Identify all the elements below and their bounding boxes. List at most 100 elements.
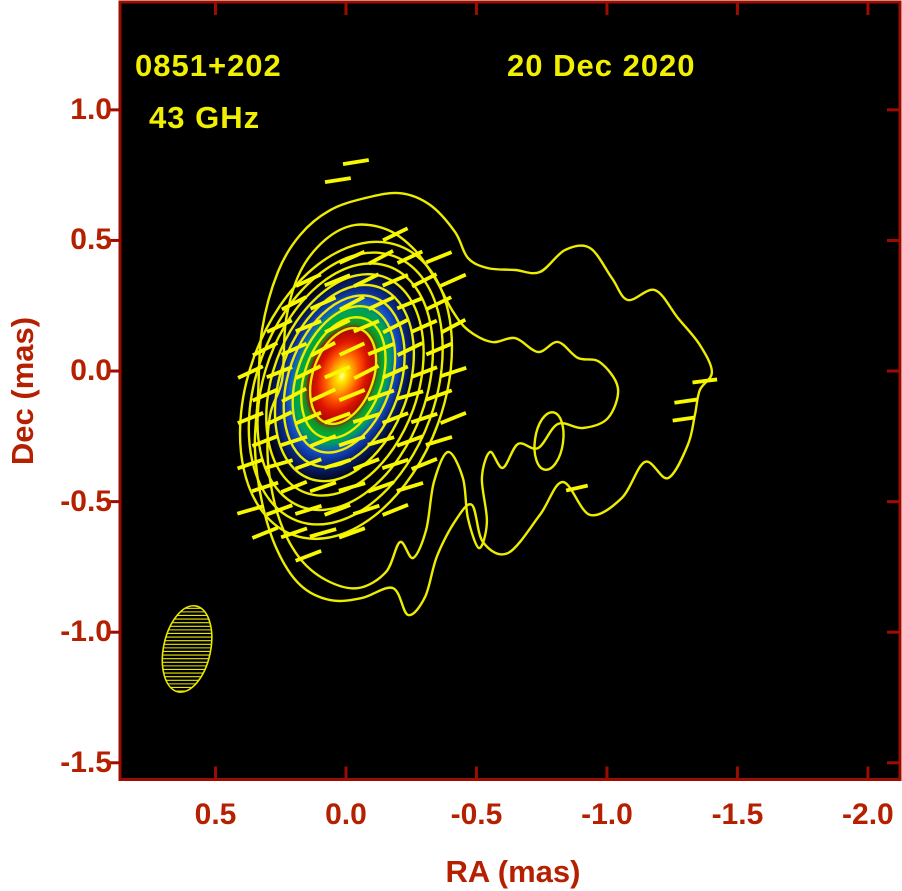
polarization-tick — [396, 249, 424, 265]
polarization-tick — [280, 434, 308, 448]
polarization-tick — [410, 318, 438, 334]
polarization-tick — [396, 341, 424, 357]
polarization-tick — [439, 366, 467, 379]
polarization-tick — [323, 411, 351, 425]
y-tick-label--1.5: -1.5 — [60, 745, 112, 779]
polarization-tick — [280, 295, 308, 312]
polarization-tick — [352, 412, 381, 424]
polarization-tick — [338, 388, 366, 402]
isolated-polarization-tick — [674, 397, 698, 405]
polarization-tick — [309, 387, 337, 403]
polarization-tick — [396, 296, 424, 311]
polarization-tick — [310, 341, 337, 358]
y-axis-title: Dec (mas) — [5, 316, 40, 466]
y-tick-label--0.5: -0.5 — [60, 484, 112, 518]
x-tick-label-0.5: 0.5 — [194, 798, 237, 831]
polarization-tick — [324, 318, 351, 334]
contour-level-1 — [299, 316, 387, 440]
polarization-tick — [338, 341, 366, 357]
x-tick-label--0.5: -0.5 — [450, 798, 503, 831]
polarization-tick — [410, 365, 438, 379]
polarization-tick — [280, 341, 308, 357]
polarization-tick — [266, 410, 293, 426]
polarization-tick — [280, 480, 308, 494]
polarization-tick — [265, 458, 294, 470]
polarization-tick — [382, 226, 409, 243]
polarization-tick — [411, 272, 438, 289]
polarization-tick — [338, 249, 366, 265]
polarization-tick — [382, 364, 409, 380]
x-tick-label--2.0: -2.0 — [842, 798, 894, 831]
x-tick-label--1.0: -1.0 — [581, 798, 633, 831]
polarization-tick — [410, 411, 438, 425]
polarization-tick — [251, 434, 279, 448]
polarization-tick — [440, 318, 467, 335]
isolated-polarization-tick — [692, 377, 718, 385]
polarization-tick — [338, 434, 366, 448]
jet-knot-contour — [533, 411, 565, 471]
polarization-tick — [367, 295, 395, 311]
polarization-tick — [439, 411, 467, 425]
mid-jet-contour — [266, 223, 620, 590]
isolated-polarization-tick — [342, 158, 370, 167]
outer-jet-contour — [253, 191, 714, 617]
polarization-tick — [323, 458, 352, 470]
polarization-tick — [323, 273, 351, 288]
polarization-tick — [396, 434, 424, 448]
axis-frame — [107, 0, 902, 781]
polarization-tick — [295, 410, 322, 426]
polarization-tick — [236, 504, 265, 516]
polarization-tick — [352, 319, 380, 334]
y-tick-label-0.5: 0.5 — [70, 223, 112, 257]
polarization-tick — [353, 364, 380, 381]
x-axis-title: RA (mas) — [445, 854, 581, 889]
frequency-label: 43 GHz — [149, 100, 261, 135]
polarization-tick — [251, 525, 279, 540]
x-tick-label--1.5: -1.5 — [711, 798, 764, 831]
polarization-tick — [381, 457, 409, 470]
polarization-tick — [425, 250, 453, 265]
polarization-tick — [309, 434, 337, 448]
polarization-tick — [294, 549, 322, 563]
contour-level-5 — [265, 272, 425, 497]
beam-outline — [161, 604, 213, 693]
polarization-tick — [381, 411, 409, 425]
polarization-tick — [367, 388, 395, 402]
polarization-ticks — [236, 158, 718, 563]
y-tick-label-1.0: 1.0 — [70, 92, 112, 126]
polarization-tick — [237, 364, 264, 380]
polarization-tick — [295, 364, 322, 380]
polarization-tick — [353, 272, 380, 288]
polarization-tick — [352, 457, 380, 471]
polarization-tick — [425, 342, 453, 357]
y-tick-label-0.0: 0.0 — [70, 354, 112, 388]
polarization-tick — [252, 341, 279, 358]
polarization-tick — [265, 503, 293, 517]
polarization-tick — [425, 295, 453, 311]
polarization-tick — [381, 273, 409, 288]
polarization-tick — [382, 318, 409, 335]
polarization-tick — [425, 435, 453, 447]
contour-level-3 — [282, 294, 406, 469]
polarization-tick — [324, 364, 351, 380]
y-tick-label--1.0: -1.0 — [60, 615, 112, 649]
polarization-tick — [381, 502, 409, 517]
polarization-tick — [338, 526, 366, 540]
polarization-tick — [294, 457, 322, 471]
contour-level-6 — [256, 262, 435, 512]
polarization-tick — [266, 318, 293, 334]
polarization-tick — [295, 272, 322, 288]
polarization-tick — [266, 365, 293, 379]
polarization-tick — [396, 481, 424, 493]
polarization-tick — [251, 480, 279, 493]
isolated-polarization-tick — [565, 483, 589, 493]
polarization-tick — [352, 503, 380, 516]
x-tick-label-0.0: 0.0 — [325, 798, 367, 831]
polarization-tick — [338, 481, 366, 493]
polarization-tick — [323, 503, 351, 517]
polarization-tick — [367, 480, 395, 494]
polarization-tick — [309, 527, 337, 539]
polarization-tick — [281, 386, 308, 404]
